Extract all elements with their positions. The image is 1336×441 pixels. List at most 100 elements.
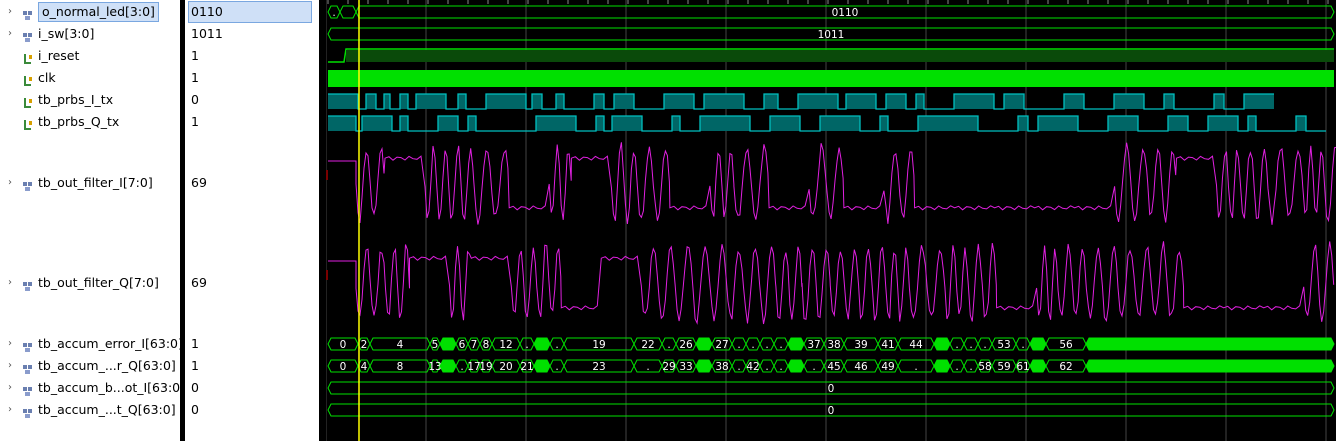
accum-error-i-bus	[803, 337, 825, 351]
accum-bit-q-bus-label: 0	[828, 405, 835, 417]
signal-row[interactable]: › tb_accum_...t_Q[63:0]	[0, 399, 180, 421]
signal-name: tb_accum_error_I[63:0]	[38, 336, 183, 351]
expand-chevron-icon[interactable]: ›	[8, 404, 12, 415]
signal-row[interactable]: › o_normal_led[3:0]	[0, 1, 180, 23]
signal-name: o_normal_led[3:0]	[38, 2, 159, 22]
prbs-i-wave-fill	[664, 94, 694, 109]
expand-chevron-icon[interactable]: ›	[8, 28, 12, 39]
prbs-q-wave-fill	[820, 116, 860, 131]
accum-error-q-bus	[661, 359, 677, 373]
bus-wire-icon	[22, 404, 34, 418]
prbs-i-wave-fill	[704, 94, 744, 109]
signal-value: 0	[191, 402, 199, 417]
accum-error-i-bus	[731, 337, 747, 351]
accum-error-q-bus	[843, 359, 879, 373]
bus-wire-icon	[22, 177, 34, 191]
signal-row[interactable]: › tb_accum_error_I[63:0]	[0, 333, 183, 355]
signal-value: 1	[191, 48, 199, 63]
accum-error-i-bus-label: 41	[881, 339, 894, 351]
signal-value: 0110	[188, 1, 312, 23]
panel-divider[interactable]	[319, 0, 326, 441]
signal-value: 0	[191, 92, 199, 107]
accum-error-q-bus-label: 46	[854, 361, 868, 373]
accum-error-q-bus	[519, 359, 535, 373]
accum-error-q-bus-label: 33	[679, 361, 692, 373]
signal-row[interactable]: i_reset	[0, 45, 180, 67]
panel-divider[interactable]	[180, 0, 185, 441]
accum-error-q-bus-label: 42	[746, 361, 759, 373]
signal-name: tb_prbs_I_tx	[38, 92, 114, 107]
accum-error-q-bus-label: .	[460, 361, 463, 373]
accum-error-q-bus-label: .	[955, 361, 958, 373]
prbs-i-wave-fill	[1214, 94, 1224, 109]
prbs-q-wave-fill	[438, 116, 458, 131]
accum-error-q-bus-label: .	[779, 361, 782, 373]
prbs-i-wave-fill	[886, 94, 906, 109]
expand-chevron-icon[interactable]: ›	[8, 360, 12, 371]
signal-value: 1	[191, 358, 199, 373]
accum-error-q-bus-label: 0	[340, 361, 347, 373]
accum-error-q-bus-label: .	[646, 361, 649, 373]
expand-chevron-icon[interactable]: ›	[8, 338, 12, 349]
signal-row[interactable]: clk	[0, 67, 180, 89]
o-normal-led-bus	[327, 5, 341, 19]
expand-chevron-icon[interactable]: ›	[8, 6, 12, 17]
accum-error-i-bus	[877, 337, 899, 351]
expand-chevron-icon[interactable]: ›	[8, 177, 12, 188]
prbs-i-wave-fill	[1164, 94, 1174, 109]
signal-name: tb_accum_...r_Q[63:0]	[38, 358, 176, 373]
accum-error-q-bus	[675, 359, 697, 373]
accum-error-i-bus	[897, 337, 935, 351]
accum-error-i-bus-label: 26	[679, 339, 693, 351]
signal-row[interactable]: › tb_accum_...r_Q[63:0]	[0, 355, 180, 377]
accum-error-i-bus-label: 5	[432, 339, 439, 351]
accum-error-q-bus	[549, 359, 565, 373]
prbs-q-wave-fill	[536, 116, 576, 131]
prbs-q-wave-fill	[328, 116, 356, 131]
accum-error-q-bus-label: 19	[479, 361, 492, 373]
signal-row[interactable]: tb_prbs_I_tx	[0, 89, 180, 111]
accum-error-q-bus	[633, 359, 663, 373]
accum-error-i-bus	[1085, 337, 1335, 351]
accum-error-i-bus	[369, 337, 431, 351]
prbs-i-wave-fill	[366, 94, 376, 109]
accum-error-i-bus-label: 2	[361, 339, 368, 351]
accum-error-q-bus	[963, 359, 979, 373]
signal-name: i_sw[3:0]	[38, 26, 95, 41]
i-sw-bus	[327, 27, 1335, 41]
prbs-i-wave-fill	[384, 94, 390, 109]
prbs-q-wave-fill	[1108, 116, 1138, 131]
accum-error-q-bus-label: .	[555, 361, 558, 373]
expand-chevron-icon[interactable]: ›	[8, 277, 12, 288]
bit-input-icon	[22, 72, 34, 86]
accum-error-i-bus-label: .	[751, 339, 754, 351]
prbs-q-wave-fill	[1248, 116, 1256, 131]
accum-error-i-bus	[695, 337, 713, 351]
prbs-i-wave-fill	[556, 94, 564, 109]
accum-error-i-bus-label: 22	[641, 339, 654, 351]
prbs-q-wave-fill	[770, 116, 800, 131]
signal-row[interactable]: › tb_out_filter_Q[7:0]	[0, 272, 180, 294]
accum-error-q-bus	[731, 359, 747, 373]
accum-error-q-bus-label: .	[969, 361, 972, 373]
prbs-i-wave-fill	[458, 94, 466, 109]
prbs-i-wave-fill	[1004, 94, 1024, 109]
signal-row[interactable]: › tb_accum_b...ot_I[63:0]	[0, 377, 185, 399]
accum-error-q-bus-label: .	[914, 361, 917, 373]
signal-row[interactable]: tb_prbs_Q_tx	[0, 111, 180, 133]
signal-row[interactable]: › i_sw[3:0]	[0, 23, 180, 45]
accum-error-i-bus-label: .	[983, 339, 986, 351]
accum-error-i-bus	[963, 337, 979, 351]
accum-error-i-bus	[773, 337, 789, 351]
accum-error-q-bus	[823, 359, 845, 373]
accum-bit-i-bus-label: 0	[828, 383, 835, 395]
prbs-q-wave-fill	[1038, 116, 1078, 131]
accum-error-i-bus	[949, 337, 965, 351]
accum-error-i-bus-label: .	[765, 339, 768, 351]
bus-input-icon	[22, 28, 34, 42]
signal-row[interactable]: › tb_out_filter_I[7:0]	[0, 172, 180, 194]
expand-chevron-icon[interactable]: ›	[8, 382, 12, 393]
bit-wire-icon	[22, 94, 34, 108]
accum-error-i-bus	[711, 337, 733, 351]
